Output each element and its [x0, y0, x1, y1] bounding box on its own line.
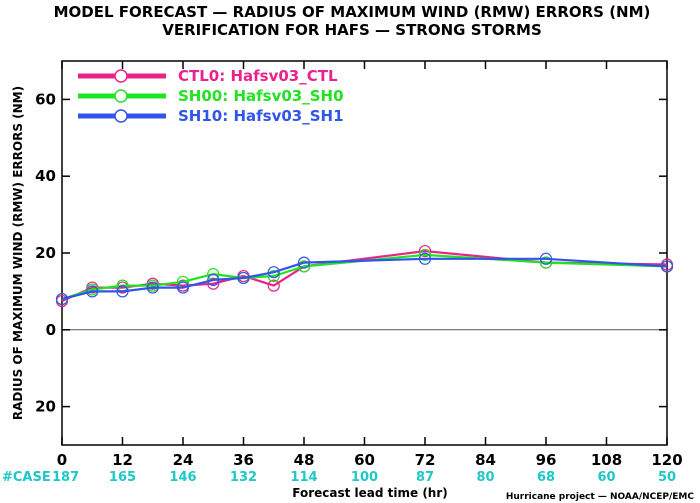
legend-label: CTL0: Hafsv03_CTL: [178, 67, 338, 85]
series-point-2: [116, 285, 129, 298]
x-axis-label: Forecast lead time (hr): [292, 486, 448, 500]
series-point-2: [146, 281, 159, 294]
legend-marker: [114, 109, 128, 123]
series-point-2: [660, 260, 674, 273]
x-tick-label: 60: [354, 451, 375, 469]
legend: CTL0: Hafsv03_CTL SH00: Hafsv03_SH0 SH10: …: [78, 67, 344, 125]
credit-text: Hurricane project — NOAA/NCEP/EMC: [506, 492, 695, 502]
series-point-0: [267, 279, 280, 292]
series-point-2: [207, 273, 220, 286]
x-tick-label: 96: [536, 451, 557, 469]
x-axis-ticks: 0 12 24 36 48 60 72 84 96 108 120: [57, 61, 683, 469]
series-point-1: [297, 260, 311, 273]
legend-marker: [114, 69, 128, 83]
plot-frame: [61, 60, 668, 446]
x-tick-label: 84: [475, 451, 496, 469]
series-point-2: [176, 281, 190, 294]
legend-label: SH00: Hafsv03_SH0: [178, 87, 344, 105]
y-tick-label: 60: [35, 90, 56, 108]
series-point-1: [418, 248, 432, 262]
case-count: 68: [537, 470, 555, 485]
x-tick-label: 0: [57, 451, 67, 469]
series-point-2: [55, 292, 69, 306]
y-axis-ticks: 20 0 20 40 60: [35, 90, 667, 416]
case-count: 114: [290, 470, 317, 485]
series-point-2: [418, 252, 432, 265]
x-tick-label: 12: [112, 451, 133, 469]
y-tick-label: 20: [35, 398, 56, 416]
series-point-2: [86, 285, 99, 298]
case-count-row: #CASE 187 165 146 132 114 100 87 80 68 60 50: [2, 470, 676, 485]
series-point-2: [297, 256, 311, 269]
chart-subtitle: VERIFICATION FOR HAFS — STRONG STORMS: [162, 21, 542, 39]
case-count: 100: [351, 470, 378, 485]
x-tick-label: 24: [173, 451, 194, 469]
case-count: 60: [597, 470, 615, 485]
case-count: 187: [52, 470, 79, 485]
case-count: 146: [169, 470, 196, 485]
y-tick-label: 40: [35, 167, 56, 185]
case-label: #CASE: [2, 470, 51, 485]
legend-label: SH10: Hafsv03_SH1: [178, 107, 344, 125]
x-tick-label: 120: [651, 451, 682, 469]
case-count: 132: [230, 470, 257, 485]
x-tick-label: 108: [591, 451, 622, 469]
series-point-0: [418, 244, 432, 258]
case-count: 87: [416, 470, 434, 485]
y-axis-label: RADIUS OF MAXIMUM WIND (RMW) ERRORS (NM): [11, 86, 25, 420]
legend-marker: [114, 89, 128, 103]
case-count: 165: [109, 470, 136, 485]
series-point-2: [267, 266, 280, 279]
series-point-1: [267, 269, 280, 283]
series-point-1: [539, 256, 553, 269]
x-tick-label: 72: [415, 451, 436, 469]
series-point-2: [539, 252, 553, 265]
series-point-0: [207, 277, 220, 290]
case-count: 80: [476, 470, 494, 485]
x-tick-label: 36: [233, 451, 254, 469]
chart-title: MODEL FORECAST — RADIUS OF MAXIMUM WIND …: [54, 3, 651, 21]
case-count: 50: [658, 470, 676, 485]
y-tick-label: 20: [35, 244, 56, 262]
y-tick-label: 0: [46, 321, 56, 339]
series-layer: [55, 244, 674, 308]
series-point-2: [237, 271, 250, 285]
x-tick-label: 48: [294, 451, 315, 469]
